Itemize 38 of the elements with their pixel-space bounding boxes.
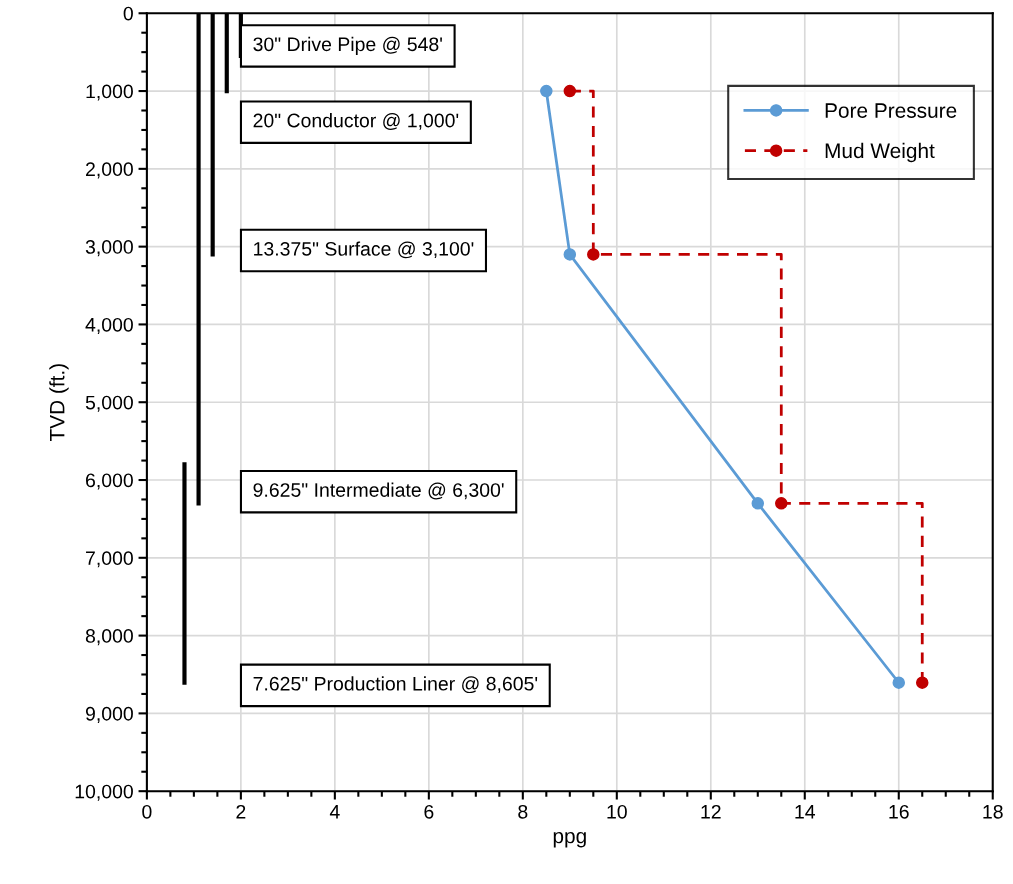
y-tick-label: 8,000 [85, 629, 133, 646]
point [916, 676, 929, 689]
x-tick-label: 18 [983, 804, 1003, 819]
y-tick-label: 10,000 [75, 784, 133, 801]
x-tick-label: 14 [795, 805, 816, 819]
x-tick-label: 2 [236, 804, 246, 819]
annotation: 30" Drive Pipe @ 548' [253, 36, 442, 55]
annotation: 20" Conductor @ 1,000' [253, 113, 459, 130]
x-tick-label: 6 [424, 804, 434, 819]
x-tick-label: 10 [607, 804, 627, 819]
y-tick-label: 3,000 [85, 240, 133, 257]
point [540, 84, 553, 98]
point [775, 497, 788, 510]
y-tick-label: 2,000 [86, 162, 133, 179]
point [563, 84, 577, 98]
point [892, 676, 906, 689]
annotation: 13.375" Surface @ 3,100' [254, 241, 474, 259]
annotation: 9.625" Intermediate @ 6,300' [253, 482, 504, 500]
y-tick-label: 9,000 [85, 706, 133, 723]
point [751, 497, 765, 510]
y-tick-label: 4,000 [85, 317, 133, 334]
x-tick-label: 8 [518, 804, 528, 819]
y-axis-title: TVD (ft.) [49, 364, 69, 442]
y-tick-label: 5,000 [85, 395, 133, 412]
x-tick-label: 4 [329, 805, 340, 819]
x-tick-label: 0 [142, 804, 152, 819]
y-tick-label: 1,000 [86, 84, 133, 101]
point [587, 248, 600, 261]
x-tick-label: 16 [889, 804, 909, 819]
y-tick-label: 7,000 [86, 551, 133, 568]
annotation: 7.625" Production Liner @ 8,605' [253, 676, 538, 694]
y-tick-label: 6,000 [86, 473, 133, 490]
legend-label: Mud Weight [825, 142, 935, 163]
legend-label: Pore Pressure [825, 103, 957, 118]
x-axis-title: ppg [553, 831, 586, 848]
x-tick-label: 12 [701, 804, 721, 819]
y-tick-label: 0 [123, 6, 133, 21]
point [563, 248, 577, 261]
